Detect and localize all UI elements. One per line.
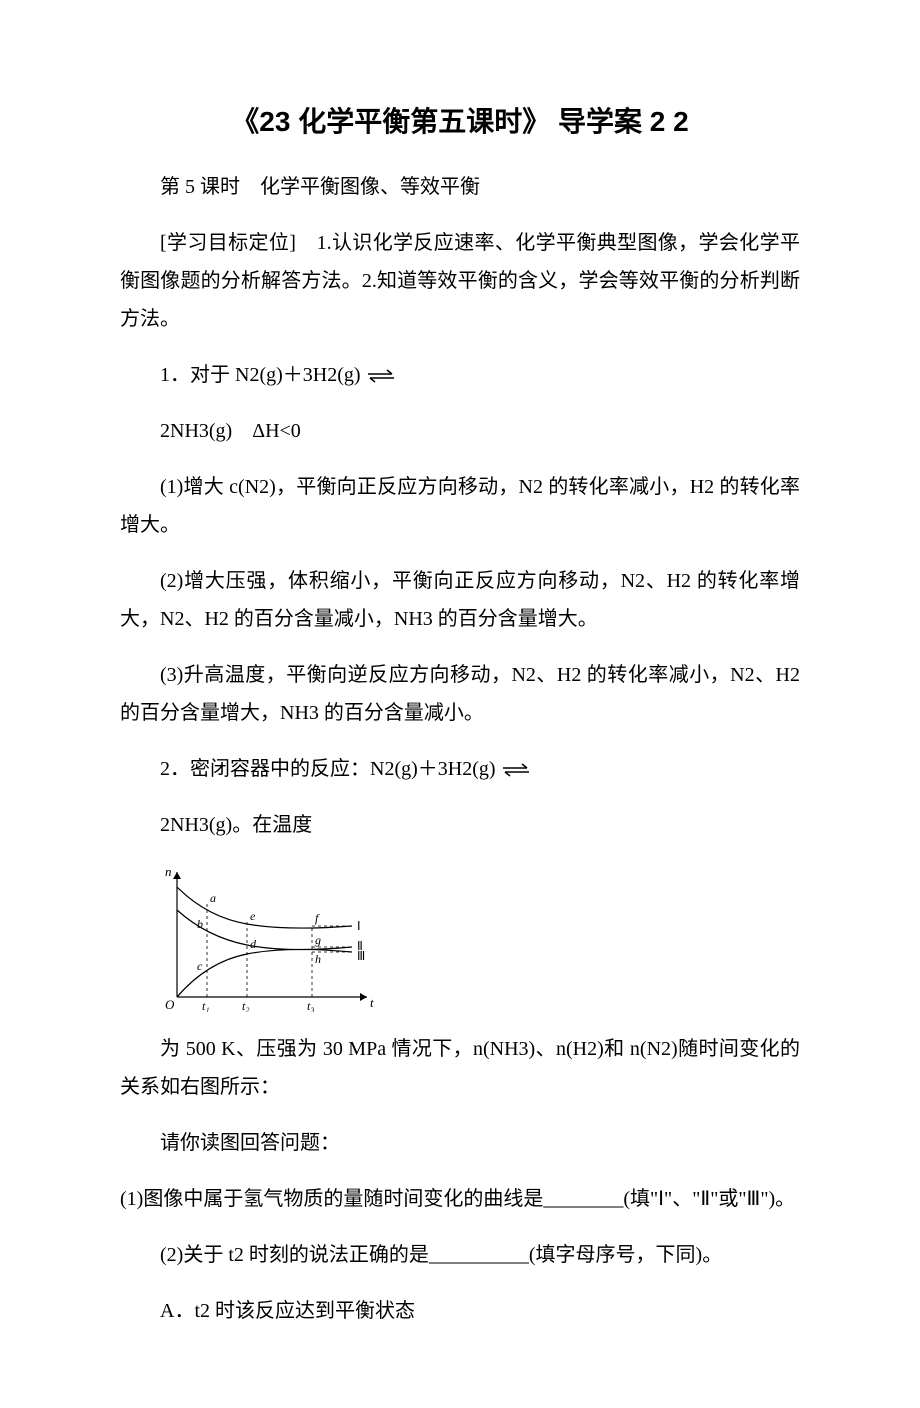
point-a: a bbox=[210, 891, 216, 905]
point-c: c bbox=[197, 959, 203, 973]
paragraph-10: (1)图像中属于氢气物质的量随时间变化的曲线是________(填"Ⅰ"、"Ⅱ"… bbox=[120, 1180, 800, 1218]
paragraph-8: 为 500 K、压强为 30 MPa 情况下，n(NH3)、n(H2)和 n(N… bbox=[120, 1030, 800, 1106]
paragraph-6: (3)升高温度，平衡向逆反应方向移动，N2、H2 的转化率减小，N2、H2 的百… bbox=[120, 656, 800, 732]
point-g: g bbox=[315, 933, 321, 947]
tick-t2: t₂ bbox=[242, 999, 250, 1012]
point-e: e bbox=[250, 909, 256, 923]
paragraph-11: (2)关于 t2 时刻的说法正确的是__________(填字母序号，下同)。 bbox=[120, 1236, 800, 1274]
equilibrium-arrow-icon bbox=[501, 763, 531, 777]
paragraph-9: 请你读图回答问题： bbox=[120, 1124, 800, 1162]
paragraph-4: (1)增大 c(N2)，平衡向正反应方向移动，N2 的转化率减小，H2 的转化率… bbox=[120, 468, 800, 544]
equilibrium-graph: a b c e d f g h Ⅰ Ⅱ Ⅲ n t O t₁ t₂ t₃ bbox=[152, 862, 800, 1012]
point-d: d bbox=[250, 937, 257, 951]
axis-label-y: n bbox=[165, 864, 172, 879]
paragraph-12: A．t2 时该反应达到平衡状态 bbox=[120, 1292, 800, 1330]
origin-label: O bbox=[165, 997, 175, 1012]
paragraph-eq1b: 2NH3(g) ΔH<0 bbox=[120, 412, 800, 450]
paragraph-eq2b: 2NH3(g)。在温度 bbox=[120, 806, 800, 844]
equilibrium-arrow-icon bbox=[366, 369, 396, 383]
paragraph-eq1: 1．对于 N2(g)＋3H2(g) bbox=[120, 356, 800, 394]
tick-t1: t₁ bbox=[202, 999, 210, 1012]
curve-label-III: Ⅲ bbox=[357, 949, 365, 963]
curve-label-I: Ⅰ bbox=[357, 919, 361, 933]
eq1-part-a: 1．对于 N2(g)＋3H2(g) bbox=[160, 364, 361, 386]
axis-label-x: t bbox=[370, 995, 374, 1010]
point-b: b bbox=[197, 917, 203, 931]
paragraph-subtitle: 第 5 课时 化学平衡图像、等效平衡 bbox=[120, 168, 800, 206]
tick-t3: t₃ bbox=[307, 999, 315, 1012]
point-h: h bbox=[315, 952, 321, 966]
doc-title: 《23 化学平衡第五课时》 导学案 2 2 bbox=[120, 100, 800, 140]
point-f: f bbox=[315, 911, 320, 925]
paragraph-objectives: [学习目标定位] 1.认识化学反应速率、化学平衡典型图像，学会化学平衡图像题的分… bbox=[120, 224, 800, 338]
paragraph-5: (2)增大压强，体积缩小，平衡向正反应方向移动，N2、H2 的转化率增大，N2、… bbox=[120, 562, 800, 638]
eq2-part-a: 2．密闭容器中的反应：N2(g)＋3H2(g) bbox=[160, 758, 496, 780]
paragraph-eq2: 2．密闭容器中的反应：N2(g)＋3H2(g) bbox=[120, 750, 800, 788]
